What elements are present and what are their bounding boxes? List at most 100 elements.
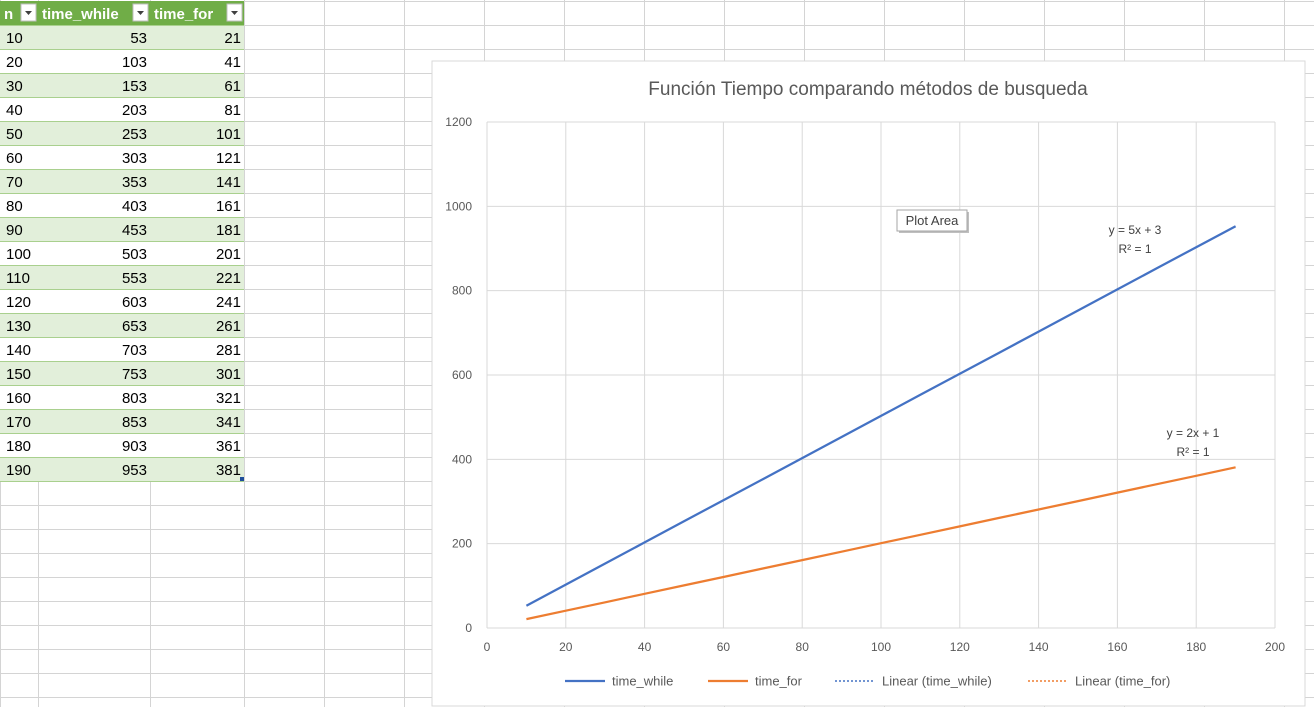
- table-cell[interactable]: 703: [122, 342, 147, 359]
- table-cell[interactable]: 110: [6, 270, 30, 287]
- table-cell[interactable]: 381: [216, 462, 241, 479]
- table-resize-handle[interactable]: [240, 477, 244, 481]
- data-table[interactable]: n time_while time_for 10 53 21 20 103 41 30 153 61 4…: [0, 1, 244, 482]
- plot-area-tooltip: Plot Area: [896, 209, 969, 233]
- table-cell[interactable]: 20: [6, 54, 23, 71]
- table-row[interactable]: [0, 457, 244, 481]
- plot-area[interactable]: [525, 225, 1237, 621]
- legend-item[interactable]: time_for: [708, 674, 803, 689]
- table-cell[interactable]: 903: [122, 438, 147, 455]
- legend-item[interactable]: Linear (time_for): [1028, 674, 1170, 689]
- table-row[interactable]: [0, 433, 244, 457]
- table-cell[interactable]: 253: [122, 126, 147, 143]
- legend-item[interactable]: Linear (time_while): [835, 674, 992, 689]
- chart[interactable]: Función Tiempo comparando métodos de bus…: [431, 60, 1306, 707]
- table-row[interactable]: [0, 361, 244, 385]
- table-cell[interactable]: 50: [6, 126, 23, 143]
- table-cell[interactable]: 170: [6, 414, 31, 431]
- table-cell[interactable]: 100: [6, 246, 31, 263]
- table-cell[interactable]: 121: [216, 150, 241, 167]
- table-cell[interactable]: 130: [6, 318, 31, 335]
- table-cell[interactable]: 201: [216, 246, 241, 263]
- table-cell[interactable]: 603: [122, 294, 147, 311]
- table-row[interactable]: [0, 193, 244, 217]
- table-cell[interactable]: 853: [122, 414, 147, 431]
- table-cell[interactable]: 120: [6, 294, 31, 311]
- table-cell[interactable]: 153: [122, 78, 147, 95]
- table-cell[interactable]: 301: [216, 366, 241, 383]
- table-cell[interactable]: 60: [6, 150, 23, 167]
- table-cell[interactable]: 61: [224, 78, 241, 95]
- table-row[interactable]: [0, 337, 244, 361]
- table-cell[interactable]: 261: [216, 318, 241, 335]
- table-cell[interactable]: 353: [122, 174, 147, 191]
- table-cell[interactable]: 41: [224, 54, 241, 71]
- table-cell[interactable]: 80: [6, 198, 23, 215]
- table-row[interactable]: [0, 121, 244, 145]
- table-cell[interactable]: 161: [216, 198, 241, 215]
- table-header-cell[interactable]: [38, 1, 150, 25]
- table-row[interactable]: [0, 385, 244, 409]
- table-cell[interactable]: 40: [6, 102, 23, 119]
- table-cell[interactable]: 160: [6, 390, 31, 407]
- table-cell[interactable]: 281: [216, 342, 241, 359]
- table-cell[interactable]: 101: [216, 126, 241, 143]
- table-cell[interactable]: 953: [122, 462, 147, 479]
- trendline-equation[interactable]: y = 2x + 1: [1167, 426, 1220, 440]
- table-cell[interactable]: 90: [6, 222, 23, 239]
- table-cell[interactable]: 10: [6, 30, 23, 47]
- table-row[interactable]: [0, 49, 244, 73]
- table-row[interactable]: [0, 217, 244, 241]
- table-cell[interactable]: 30: [6, 78, 23, 95]
- table-row[interactable]: [0, 169, 244, 193]
- table-cell[interactable]: 70: [6, 174, 23, 191]
- trendline-equation[interactable]: y = 5x + 3: [1109, 223, 1162, 237]
- table-cell[interactable]: 321: [216, 390, 241, 407]
- table-cell[interactable]: 140: [6, 342, 31, 359]
- trendline-r-squared[interactable]: R² = 1: [1176, 445, 1209, 459]
- table-row[interactable]: [0, 145, 244, 169]
- table-cell[interactable]: 653: [122, 318, 147, 335]
- table-cell[interactable]: 503: [122, 246, 147, 263]
- table-row[interactable]: [0, 97, 244, 121]
- y-tick-label: 0: [465, 621, 472, 635]
- table-cell[interactable]: 180: [6, 438, 31, 455]
- table-cell[interactable]: 361: [216, 438, 241, 455]
- table-row[interactable]: [0, 25, 244, 49]
- trendline-equation-time-for[interactable]: y = 2x + 1 R² = 1: [1167, 426, 1220, 459]
- table-row[interactable]: [0, 241, 244, 265]
- table-row[interactable]: [0, 289, 244, 313]
- chart-area[interactable]: [431, 60, 1306, 707]
- series-line-time-for[interactable]: [526, 466, 1236, 621]
- chart-legend[interactable]: time_while time_for Linear (time_while) Lin…: [565, 674, 1170, 689]
- table-cell[interactable]: 553: [122, 270, 147, 287]
- table-row[interactable]: [0, 73, 244, 97]
- series-line-time-while[interactable]: [525, 225, 1237, 607]
- table-cell[interactable]: 190: [6, 462, 31, 479]
- table-cell[interactable]: 141: [216, 174, 241, 191]
- table-cell[interactable]: 181: [216, 222, 241, 239]
- table-cell[interactable]: 81: [224, 102, 241, 119]
- chart-title[interactable]: Función Tiempo comparando métodos de bus…: [648, 79, 1088, 100]
- table-cell[interactable]: 221: [216, 270, 241, 287]
- table-cell[interactable]: 453: [122, 222, 147, 239]
- trendline-equation-time-while[interactable]: y = 5x + 3 R² = 1: [1109, 223, 1162, 256]
- table-cell[interactable]: 403: [122, 198, 147, 215]
- table-cell[interactable]: 53: [130, 30, 147, 47]
- table-row[interactable]: [0, 409, 244, 433]
- y-tick-label: 800: [452, 284, 472, 298]
- table-cell[interactable]: 241: [216, 294, 241, 311]
- table-cell[interactable]: 803: [122, 390, 147, 407]
- table-cell[interactable]: 21: [224, 30, 241, 47]
- trendline-r-squared[interactable]: R² = 1: [1118, 242, 1151, 256]
- table-cell[interactable]: 753: [122, 366, 147, 383]
- table-row[interactable]: [0, 313, 244, 337]
- table-cell[interactable]: 341: [216, 414, 241, 431]
- table-cell[interactable]: 303: [122, 150, 147, 167]
- table-row[interactable]: [0, 265, 244, 289]
- table-cell[interactable]: 203: [122, 102, 147, 119]
- table-cell[interactable]: 150: [6, 366, 31, 383]
- table-cell[interactable]: 103: [122, 54, 147, 71]
- legend-item[interactable]: time_while: [565, 674, 673, 689]
